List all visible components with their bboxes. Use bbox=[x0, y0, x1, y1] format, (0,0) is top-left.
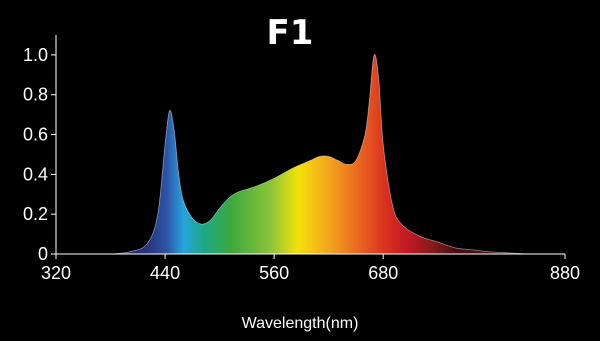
x-tick-label: 680 bbox=[368, 263, 398, 283]
x-tick-label: 560 bbox=[259, 263, 289, 283]
x-tick-label: 440 bbox=[150, 263, 180, 283]
x-axis-label: Wavelength(nm) bbox=[242, 315, 359, 332]
y-tick-label: 1.0 bbox=[23, 45, 48, 65]
chart-title: F1 bbox=[267, 13, 314, 53]
y-tick-label: 0 bbox=[38, 244, 48, 264]
x-tick-label: 320 bbox=[41, 263, 71, 283]
y-tick-label: 0.4 bbox=[23, 164, 48, 184]
x-tick-label: 880 bbox=[550, 263, 580, 283]
y-tick-label: 0.8 bbox=[23, 85, 48, 105]
spectrum-area bbox=[110, 53, 529, 255]
plot-area: 0 0.2 0.4 0.6 0.8 1.0 320 440 560 680 880 bbox=[23, 35, 580, 283]
y-tick-label: 0.6 bbox=[23, 125, 48, 145]
y-tick-label: 0.2 bbox=[23, 204, 48, 224]
